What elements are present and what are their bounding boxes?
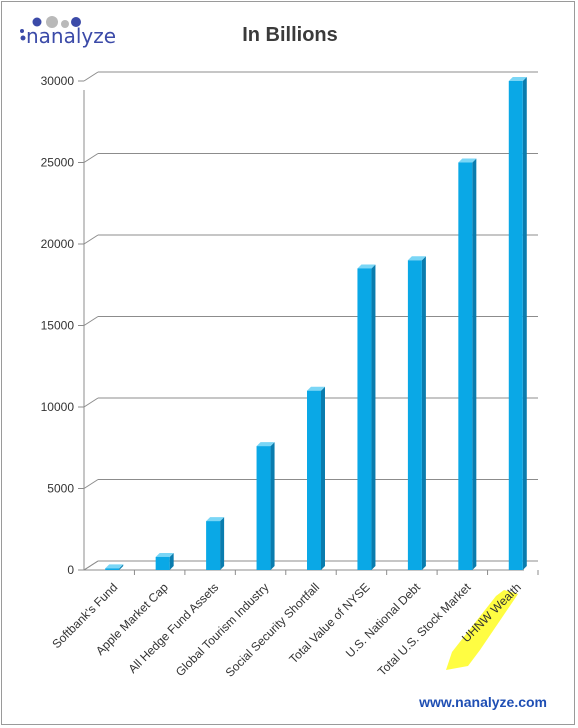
bar xyxy=(155,552,174,570)
bar-front xyxy=(206,521,221,570)
gridline-side xyxy=(83,560,99,571)
bar xyxy=(206,517,225,570)
bar xyxy=(256,442,275,570)
logo-dot xyxy=(71,17,81,27)
y-tick-label: 5000 xyxy=(47,482,74,496)
bar-side xyxy=(169,552,174,570)
y-tick-label: 25000 xyxy=(41,156,75,170)
gridline-side xyxy=(83,316,99,326)
y-tick-label: 30000 xyxy=(41,74,75,88)
bar xyxy=(105,564,124,570)
bar-top xyxy=(508,77,527,81)
bar xyxy=(307,386,325,570)
bar xyxy=(357,264,376,570)
logo-dot xyxy=(61,20,69,28)
bar xyxy=(407,256,426,570)
brand-name: nanalyze xyxy=(26,24,116,48)
bar-side xyxy=(472,158,477,570)
bar-side xyxy=(321,386,325,570)
bar-top xyxy=(206,517,225,522)
label-layer: 050001000015000200002500030000Softbank's… xyxy=(41,74,524,680)
bar-side xyxy=(119,564,124,570)
x-tick-label: Global Tourism Industry xyxy=(173,580,272,679)
bar-front xyxy=(508,81,523,570)
logo-dot xyxy=(32,17,42,27)
y-tick-label: 10000 xyxy=(41,400,75,414)
bar-top xyxy=(155,552,174,557)
y-tick-label: 0 xyxy=(67,563,74,577)
bar-top xyxy=(307,386,325,391)
chart-title: In Billions xyxy=(242,24,338,46)
bar-top xyxy=(407,256,426,261)
highlight-marker xyxy=(446,590,518,670)
nanalyze-logo: nanalyze xyxy=(20,16,116,48)
bar-top xyxy=(256,442,275,447)
logo-dot xyxy=(46,16,58,28)
gridline-side xyxy=(83,397,99,408)
bar-top xyxy=(105,564,124,569)
y-tick-label: 15000 xyxy=(41,319,75,333)
bar-side xyxy=(220,517,225,570)
bar-front xyxy=(155,556,170,570)
bar xyxy=(458,158,477,570)
bar-front xyxy=(357,268,372,570)
logo-dot xyxy=(20,35,26,41)
gridline-side xyxy=(83,71,99,82)
bar-side xyxy=(270,442,275,570)
bar-top xyxy=(357,264,376,269)
x-tick-label: All Hedge Fund Assets xyxy=(125,580,221,676)
bar-front xyxy=(458,162,473,570)
bar-front xyxy=(407,260,422,570)
gridline-side xyxy=(83,153,99,163)
y-tick-label: 20000 xyxy=(41,237,75,251)
bar-side xyxy=(371,264,376,570)
bar-front xyxy=(307,390,321,570)
logo-dot xyxy=(20,29,24,33)
bar xyxy=(508,77,527,570)
bar-side xyxy=(421,256,426,570)
bar-side xyxy=(522,77,527,570)
bar-top xyxy=(458,158,477,163)
bar-front xyxy=(105,568,120,570)
website-footer: www.nanalyze.com xyxy=(418,694,547,710)
bar-front xyxy=(256,446,271,570)
gridline-side xyxy=(83,479,99,489)
bar-layer xyxy=(105,77,527,570)
x-tick-label: Social Security Shortfall xyxy=(223,580,323,680)
gridline-side xyxy=(83,234,99,245)
